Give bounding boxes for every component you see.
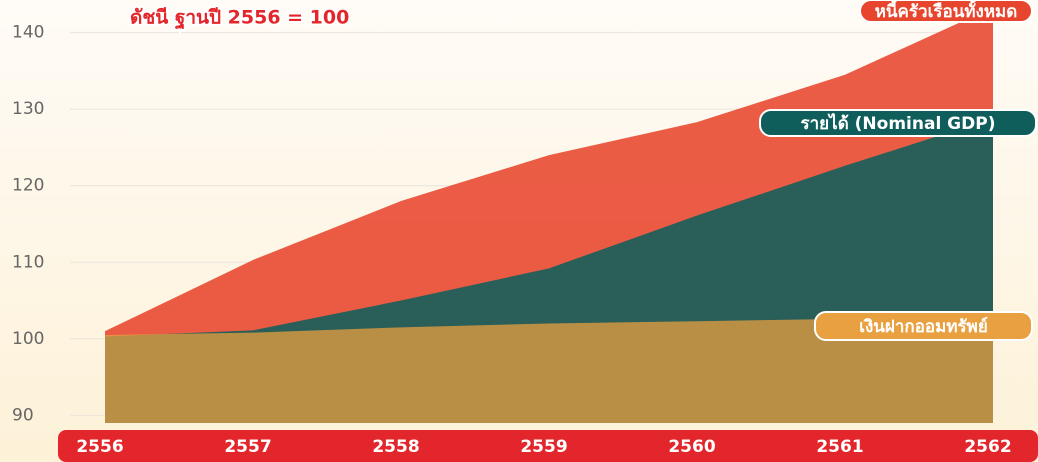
chart: 90 100 110 120 130 140 2556 2557 2558 2559 2560 256… [0, 0, 1038, 462]
y-tick-label: 90 [12, 405, 34, 425]
y-tick-label: 100 [12, 329, 44, 349]
chart-title: ดัชนี ฐานปี 2556 = 100 [130, 7, 349, 31]
x-tick-label: 2560 [668, 437, 715, 457]
x-tick-label: 2562 [964, 437, 1011, 457]
y-tick-label: 140 [12, 23, 44, 43]
legend-label: เงินฝากออมทรัพย์ [859, 316, 988, 337]
x-tick-label: 2557 [224, 437, 271, 457]
y-tick-label: 110 [12, 252, 44, 272]
y-tick-label: 120 [12, 176, 44, 196]
x-tick-label: 2556 [76, 437, 123, 457]
x-tick-label: 2561 [816, 437, 863, 457]
legend-label: รายได้ (Nominal GDP) [801, 113, 996, 134]
legend-label: หนี้ครัวเรือนทั้งหมด [875, 0, 1018, 22]
y-tick-label: 130 [12, 99, 44, 119]
x-tick-label: 2558 [372, 437, 419, 457]
x-tick-label: 2559 [520, 437, 567, 457]
